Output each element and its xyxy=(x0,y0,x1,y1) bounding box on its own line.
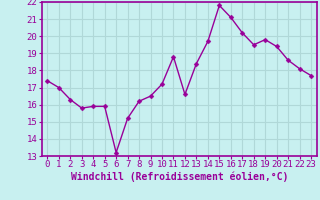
X-axis label: Windchill (Refroidissement éolien,°C): Windchill (Refroidissement éolien,°C) xyxy=(70,172,288,182)
